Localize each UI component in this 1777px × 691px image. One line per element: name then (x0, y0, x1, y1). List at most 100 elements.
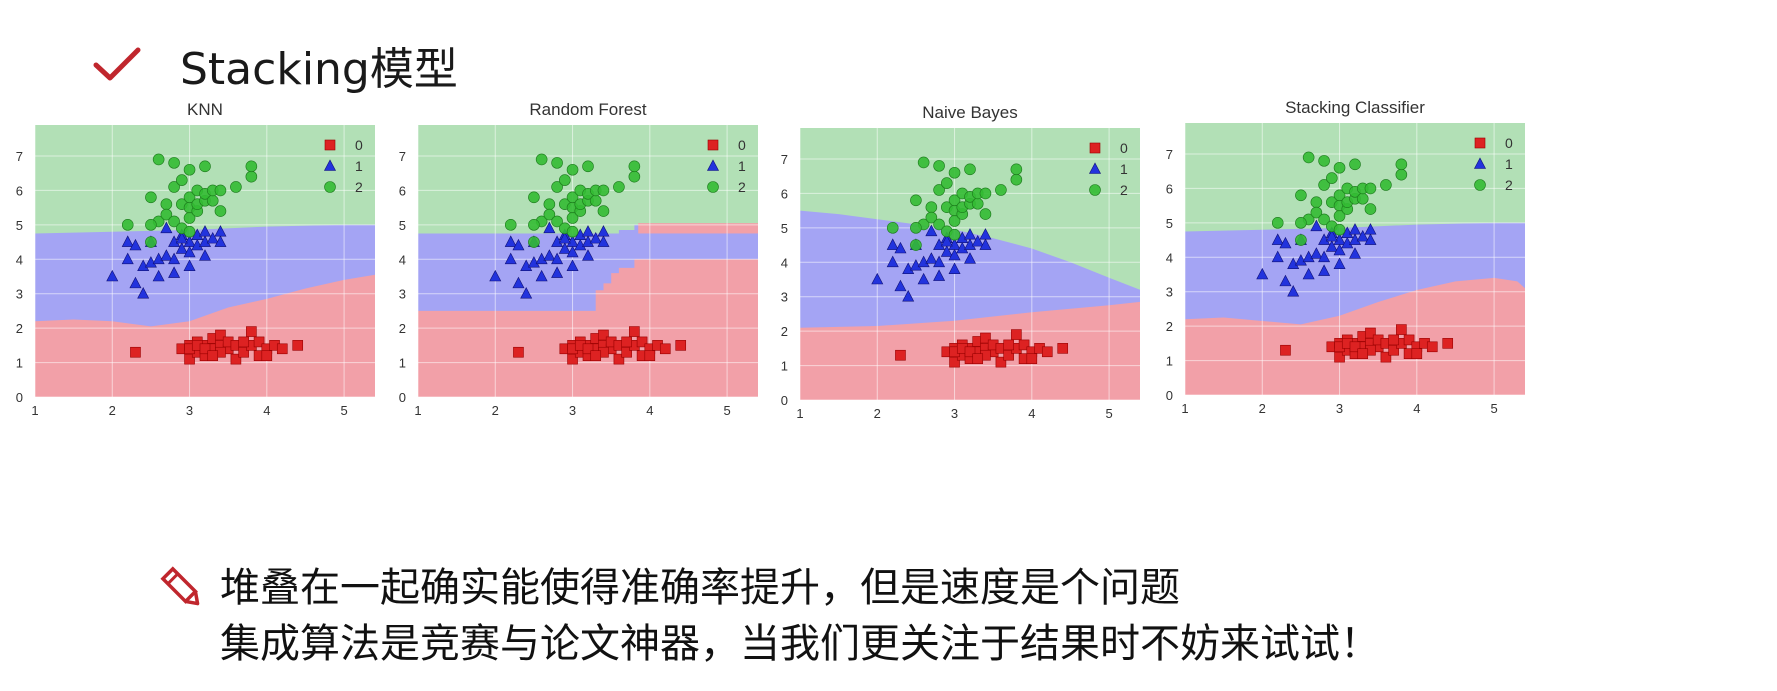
series-0 (513, 326, 687, 365)
y-tick-label: 2 (16, 321, 23, 336)
data-point-class-1 (551, 235, 564, 247)
data-point-class-1 (175, 242, 188, 254)
data-point-class-1 (1341, 236, 1354, 249)
data-point-class-2 (628, 170, 641, 183)
legend-label-2: 2 (1120, 182, 1128, 198)
data-point-class-0 (1442, 338, 1454, 349)
series-2 (1271, 151, 1408, 246)
series-1 (1256, 219, 1377, 297)
data-point-class-0 (238, 336, 249, 348)
data-point-class-1 (1271, 250, 1284, 263)
region-class-0-island (638, 223, 758, 234)
data-point-class-1 (535, 252, 548, 265)
chart-title: KNN (187, 100, 223, 119)
data-point-class-2 (1318, 179, 1330, 191)
data-point-class-0 (253, 336, 265, 348)
data-point-class-1 (566, 235, 579, 247)
y-tick-label: 6 (16, 183, 23, 198)
data-point-class-0 (1365, 327, 1376, 339)
data-point-class-2 (206, 194, 219, 207)
data-point-class-2 (214, 184, 227, 197)
data-point-class-1 (214, 225, 227, 237)
data-point-class-2 (535, 153, 548, 166)
pencil-icon (160, 566, 200, 606)
x-tick-label: 2 (1259, 401, 1266, 416)
data-point-class-2 (145, 236, 157, 248)
data-point-class-0 (995, 356, 1007, 368)
data-point-class-0 (207, 350, 219, 361)
data-point-class-2 (979, 187, 992, 200)
legend-label-1: 1 (355, 158, 363, 174)
data-point-class-2 (925, 201, 938, 213)
data-point-class-1 (129, 238, 142, 251)
data-point-class-1 (917, 255, 930, 268)
plot-area (1185, 123, 1525, 395)
data-point-class-2 (948, 194, 961, 207)
data-point-class-2 (566, 212, 579, 224)
y-tick-label: 5 (399, 218, 406, 233)
data-point-class-0 (613, 353, 625, 365)
data-point-class-1 (1325, 229, 1338, 242)
legend-label-1: 1 (1120, 161, 1128, 177)
x-tick-label: 5 (340, 403, 347, 418)
data-point-class-2 (551, 181, 563, 193)
slide-title: Stacking模型 (180, 44, 458, 95)
data-point-class-2 (917, 156, 930, 169)
data-point-class-2 (168, 157, 180, 169)
data-point-class-1 (214, 235, 227, 247)
data-point-class-1 (152, 252, 165, 265)
data-point-class-1 (535, 269, 548, 282)
y-tick-label: 4 (16, 252, 23, 267)
data-point-class-1 (183, 235, 196, 247)
data-point-class-2 (1364, 203, 1377, 215)
data-point-class-0 (1411, 348, 1423, 359)
data-point-class-0 (1018, 339, 1030, 351)
data-point-class-2 (886, 222, 899, 234)
data-point-class-2 (910, 194, 922, 207)
x-tick-label: 5 (1105, 406, 1112, 421)
data-point-class-1 (964, 252, 976, 264)
legend-marker-0 (707, 139, 719, 151)
data-point-class-0 (675, 340, 687, 351)
data-point-class-1 (512, 238, 525, 251)
data-point-class-1 (886, 238, 899, 250)
chart-title: Stacking Classifier (1285, 98, 1425, 117)
data-point-class-2 (551, 157, 563, 169)
y-tick-label: 2 (399, 321, 406, 336)
data-point-class-1 (129, 276, 142, 289)
chart-title: Naive Bayes (922, 103, 1017, 122)
data-point-class-0 (598, 329, 609, 341)
data-point-class-1 (543, 249, 556, 261)
y-tick-label: 2 (781, 324, 788, 339)
data-point-class-0 (621, 346, 632, 358)
data-point-class-2 (1318, 213, 1330, 226)
data-point-class-1 (566, 245, 579, 258)
data-point-class-2 (160, 208, 173, 221)
legend-marker-2 (707, 181, 719, 193)
data-point-class-1 (1310, 219, 1323, 232)
data-point-class-2 (971, 197, 984, 210)
data-point-class-2 (245, 160, 258, 173)
data-point-class-1 (1333, 233, 1346, 245)
data-point-class-1 (489, 269, 502, 282)
data-point-class-2 (1010, 173, 1023, 186)
legend-label-2: 2 (1505, 177, 1513, 193)
data-point-class-1 (1325, 240, 1338, 252)
y-tick-label: 4 (399, 252, 406, 267)
data-point-class-1 (597, 235, 610, 247)
data-point-class-0 (1041, 346, 1053, 358)
data-point-class-2 (183, 225, 196, 238)
data-point-class-2 (1333, 189, 1346, 202)
x-tick-label: 3 (186, 403, 193, 418)
y-tick-label: 7 (16, 149, 23, 164)
data-point-class-2 (933, 160, 945, 172)
data-point-class-2 (566, 225, 579, 238)
data-point-class-1 (121, 235, 134, 247)
series-1 (106, 221, 227, 299)
y-tick-label: 3 (399, 287, 406, 302)
data-point-class-0 (980, 332, 991, 344)
x-tick-label: 4 (263, 403, 270, 418)
data-point-class-1 (512, 276, 525, 289)
region-class-0 (35, 274, 375, 397)
data-point-class-2 (910, 222, 922, 234)
